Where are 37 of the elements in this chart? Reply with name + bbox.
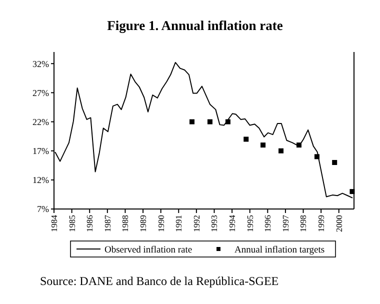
point — [296, 142, 302, 148]
y-tick-label: 32% — [32, 58, 50, 69]
point — [189, 119, 194, 124]
point — [225, 119, 230, 124]
x-tick-label: 1995 — [244, 215, 255, 232]
x-tick-label: 1991 — [174, 215, 184, 232]
x-tick-label: 1984 — [48, 214, 59, 232]
x-tick-label: 1999 — [316, 215, 326, 232]
point — [244, 136, 249, 142]
point — [350, 189, 355, 194]
legend-label: Annual inflation targets — [234, 245, 325, 256]
point — [207, 119, 212, 124]
y-tick-label: 27% — [32, 88, 50, 98]
x-tick-label: 1993 — [209, 215, 220, 232]
x-tick-label: 1987 — [102, 215, 112, 232]
x-tick-label: 1986 — [84, 215, 95, 232]
y-tick-label: 22% — [32, 116, 50, 127]
y-tick-label: 12% — [32, 175, 50, 186]
point — [314, 154, 320, 160]
x-tick-label: 1989 — [138, 215, 148, 232]
y-tick-label: 17% — [32, 146, 50, 156]
x-tick-label: 1998 — [298, 215, 308, 232]
x-tick-label: 1988 — [120, 215, 130, 232]
x-tick-label: 2000 — [334, 215, 344, 232]
x-tick-label: 1985 — [66, 215, 77, 232]
x-tick-label: 1994 — [227, 214, 238, 232]
point — [278, 148, 284, 154]
y-tick-label: 7% — [37, 204, 50, 214]
x-tick-label: 1996 — [262, 215, 273, 232]
legend-label: Observed inflation rate — [104, 245, 192, 256]
point — [260, 142, 266, 148]
x-tick-label: 1997 — [280, 215, 290, 232]
x-tick-label: 1992 — [191, 215, 202, 232]
point — [332, 160, 338, 165]
source-note: Source: DANE and Banco de la República-SGEE — [40, 274, 279, 288]
x-tick-label: 1990 — [156, 215, 166, 232]
chart-title: Figure 1. Annual inflation rate — [107, 18, 283, 33]
